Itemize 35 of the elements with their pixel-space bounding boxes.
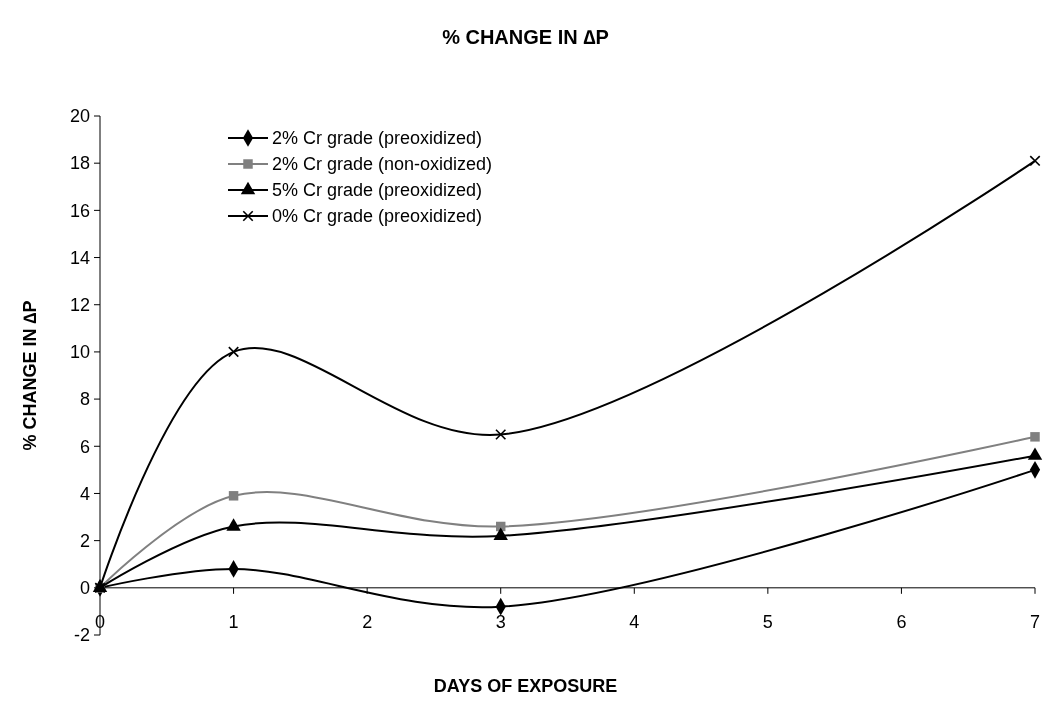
point bbox=[1029, 155, 1041, 167]
point bbox=[493, 527, 508, 541]
point bbox=[495, 428, 507, 440]
y-tick-label: -2 bbox=[73, 625, 90, 646]
x-tick-label: 1 bbox=[228, 611, 239, 632]
y-axis-title: % CHANGE IN ∆P bbox=[20, 300, 40, 451]
x-axis-title: DAYS OF EXPOSURE bbox=[433, 676, 618, 696]
y-tick-label: 4 bbox=[79, 483, 90, 504]
x-tick-label: 7 bbox=[1029, 611, 1041, 632]
point bbox=[226, 518, 241, 531]
point bbox=[1030, 432, 1040, 442]
x-tick-label: 3 bbox=[495, 611, 506, 632]
x-tick-label: 5 bbox=[762, 611, 773, 632]
x-tick-label: 2 bbox=[362, 611, 373, 632]
chart-title: % CHANGE IN ∆P bbox=[442, 26, 609, 48]
legend-label: 0% Cr grade (preoxidized) bbox=[272, 206, 483, 227]
point bbox=[228, 346, 240, 358]
x-tick-label: 6 bbox=[896, 611, 907, 632]
y-tick-label: 16 bbox=[69, 200, 90, 221]
x-tick-label: 4 bbox=[629, 611, 640, 632]
y-tick-label: 10 bbox=[69, 342, 90, 363]
y-tick-label: 6 bbox=[79, 436, 90, 457]
y-tick-label: 8 bbox=[79, 389, 90, 410]
x-tick-label: 0 bbox=[94, 611, 106, 632]
point bbox=[1027, 447, 1043, 460]
y-tick-label: 12 bbox=[69, 295, 90, 316]
legend-label: 5% Cr grade (preoxidized) bbox=[272, 180, 483, 201]
y-tick-label: 20 bbox=[69, 106, 90, 127]
legend-label: 2% Cr grade (non-oxidized) bbox=[272, 154, 493, 175]
y-tick-label: 2 bbox=[79, 530, 90, 551]
y-tick-label: 0 bbox=[79, 578, 90, 599]
y-tick-label: 18 bbox=[69, 153, 90, 174]
y-tick-label: 14 bbox=[69, 247, 90, 268]
legend-label: 2% Cr grade (preoxidized) bbox=[272, 128, 483, 149]
point bbox=[228, 491, 239, 501]
